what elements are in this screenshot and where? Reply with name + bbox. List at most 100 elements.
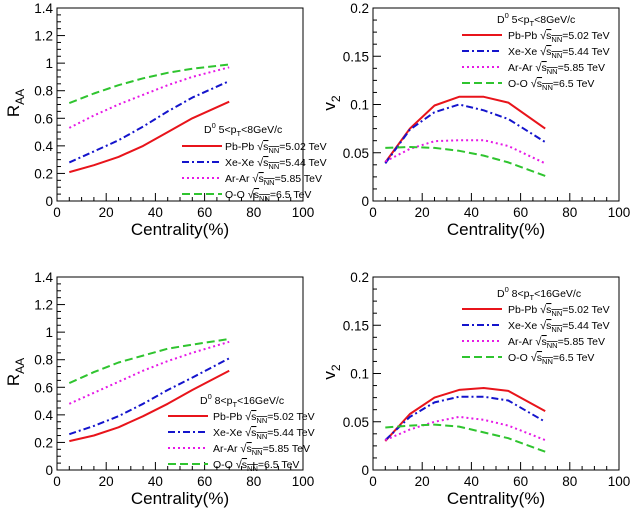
x-tick-label: 80 <box>246 474 261 489</box>
legend-entry: Pb-Pb √sNN=5.02 TeV <box>213 411 315 425</box>
chart-v2-high: 0 20 40 60 80 100 0 0.05 0.1 0.15 0.2 Centrality(%)… <box>320 270 630 508</box>
x-tick-label: 40 <box>148 474 163 489</box>
x-tick-label: 60 <box>197 205 212 220</box>
series-line-ar-ar <box>68 340 230 405</box>
chart-v2-low: 0 20 40 60 80 100 0 0.05 0.1 0.15 0.2 Centrality(%)… <box>320 1 630 239</box>
y-tick-label: 0 <box>361 463 369 478</box>
x-tick-label: 100 <box>292 474 315 489</box>
x-tick-label: 0 <box>369 205 377 220</box>
y-tick-label: 0.8 <box>34 353 53 368</box>
legend-entry: O-O √sNN=6.5 TeV <box>225 189 311 203</box>
y-tick-label: 1.4 <box>34 1 53 16</box>
y-tick-label: 0.1 <box>350 98 369 113</box>
x-tick-label: 60 <box>513 205 528 220</box>
x-tick-label: 40 <box>464 205 479 220</box>
series-line-xe-xe <box>68 357 230 436</box>
x-axis-title: Centrality(%) <box>131 220 229 239</box>
x-tick-label: 20 <box>99 474 114 489</box>
legend: D0 5<pT<8GeV/c Pb-Pb √sNN=5.02 TeV Xe-Xe √… <box>462 11 610 92</box>
y-tick-label: 0.6 <box>34 380 53 395</box>
y-tick-label: 0 <box>45 194 53 209</box>
y-axis-title: RAA <box>4 89 27 117</box>
legend-entry: Xe-Xe √sNN=5.44 TeV <box>213 427 315 441</box>
legend-entry: O-O √sNN=6.5 TeV <box>508 352 594 366</box>
y-tick-label: 1.2 <box>34 298 53 313</box>
y-tick-label: 1 <box>45 325 53 340</box>
x-tick-label: 0 <box>53 474 61 489</box>
x-tick-label: 0 <box>53 205 61 220</box>
series-line-ar-ar <box>384 139 546 165</box>
legend-entry: Pb-Pb √sNN=5.02 TeV <box>508 304 610 318</box>
plot-frame <box>56 276 304 471</box>
chart-raa-high: 0 20 40 60 80 100 0 0.2 0.4 0.6 0.8 1 1.2 1.4 Centrali… <box>4 270 315 508</box>
y-tick-label: 0.4 <box>34 139 53 154</box>
y-axis-title: RAA <box>4 358 27 386</box>
y-tick-label: 0.15 <box>343 318 369 333</box>
y-tick-label: 1.4 <box>34 270 53 285</box>
legend-header: D0 5<pT<8GeV/c <box>497 11 575 28</box>
y-tick-label: 1.2 <box>34 29 53 44</box>
x-tick-label: 20 <box>415 205 430 220</box>
series-line-o-o <box>385 146 546 177</box>
y-tick-label: 0.2 <box>350 270 369 285</box>
legend-header: D0 8<pT<16GeV/c <box>497 285 581 302</box>
legend-header: D0 5<pT<8GeV/c <box>204 121 282 138</box>
y-tick-label: 0.2 <box>350 1 369 16</box>
series-line-xe-xe <box>384 103 546 164</box>
x-tick-label: 80 <box>246 205 261 220</box>
x-tick-label: 60 <box>513 474 528 489</box>
x-tick-label: 40 <box>148 205 163 220</box>
y-tick-label: 0.05 <box>343 415 369 430</box>
series-line-o-o <box>68 338 230 385</box>
series-line-pb-pb <box>69 100 230 174</box>
legend-entry: Ar-Ar √sNN=5.85 TeV <box>508 336 605 350</box>
y-tick-label: 0.2 <box>34 166 53 181</box>
series-line-pb-pb <box>384 387 546 442</box>
y-axis-title: v2 <box>320 95 343 111</box>
series-line-o-o <box>68 63 230 105</box>
legend-entry: Xe-Xe √sNN=5.44 TeV <box>225 157 327 171</box>
legend-entry: Ar-Ar √sNN=5.85 TeV <box>213 443 310 457</box>
y-tick-label: 1 <box>45 56 53 71</box>
legend: D0 5<pT<8GeV/c Pb-Pb √sNN=5.02 TeV Xe-Xe √… <box>182 121 327 203</box>
series-line-xe-xe <box>68 80 230 164</box>
chart-raa-low: 0 20 40 60 80 100 0 0.2 0.4 0.6 0.8 1 1.2 1.4 Centrali… <box>4 1 327 239</box>
x-axis-title: Centrality(%) <box>131 489 229 508</box>
x-tick-label: 80 <box>562 205 577 220</box>
y-axis-title: v2 <box>320 364 343 380</box>
x-tick-label: 80 <box>562 474 577 489</box>
series-line-ar-ar <box>384 415 546 442</box>
x-axis-title: Centrality(%) <box>447 489 545 508</box>
x-tick-label: 100 <box>292 205 315 220</box>
series-line-ar-ar <box>68 66 230 129</box>
x-tick-label: 20 <box>415 474 430 489</box>
legend-header: D0 8<pT<16GeV/c <box>200 392 284 409</box>
y-tick-label: 0.4 <box>34 408 53 423</box>
series-line-o-o <box>385 423 546 453</box>
x-tick-label: 0 <box>369 474 377 489</box>
series-line-pb-pb <box>69 369 230 443</box>
y-tick-label: 0.2 <box>34 435 53 450</box>
legend-entry: Pb-Pb √sNN=5.02 TeV <box>508 30 610 44</box>
y-tick-label: 0 <box>45 463 53 478</box>
x-tick-label: 20 <box>99 205 114 220</box>
x-tick-label: 40 <box>464 474 479 489</box>
y-tick-label: 0.15 <box>343 49 369 64</box>
y-tick-label: 0.8 <box>34 84 53 99</box>
legend: D0 8<pT<16GeV/c Pb-Pb √sNN=5.02 TeV Xe-Xe … <box>462 285 610 366</box>
legend-entry: Xe-Xe √sNN=5.44 TeV <box>508 320 610 334</box>
x-tick-label: 100 <box>608 474 631 489</box>
x-tick-label: 60 <box>197 474 212 489</box>
legend-entry: Ar-Ar √sNN=5.85 TeV <box>508 62 605 76</box>
legend-entry: O-O √sNN=6.5 TeV <box>508 78 594 92</box>
x-tick-label: 100 <box>608 205 631 220</box>
series-line-pb-pb <box>384 95 546 163</box>
legend-entry: O-O √sNN=6.5 TeV <box>213 459 299 473</box>
y-tick-label: 0.1 <box>350 367 369 382</box>
legend-entry: Xe-Xe √sNN=5.44 TeV <box>508 46 610 60</box>
legend-entry: Ar-Ar √sNN=5.85 TeV <box>225 173 322 187</box>
y-tick-label: 0.6 <box>34 111 53 126</box>
x-axis-title: Centrality(%) <box>447 220 545 239</box>
legend: D0 8<pT<16GeV/c Pb-Pb √sNN=5.02 TeV Xe-Xe … <box>168 392 315 473</box>
